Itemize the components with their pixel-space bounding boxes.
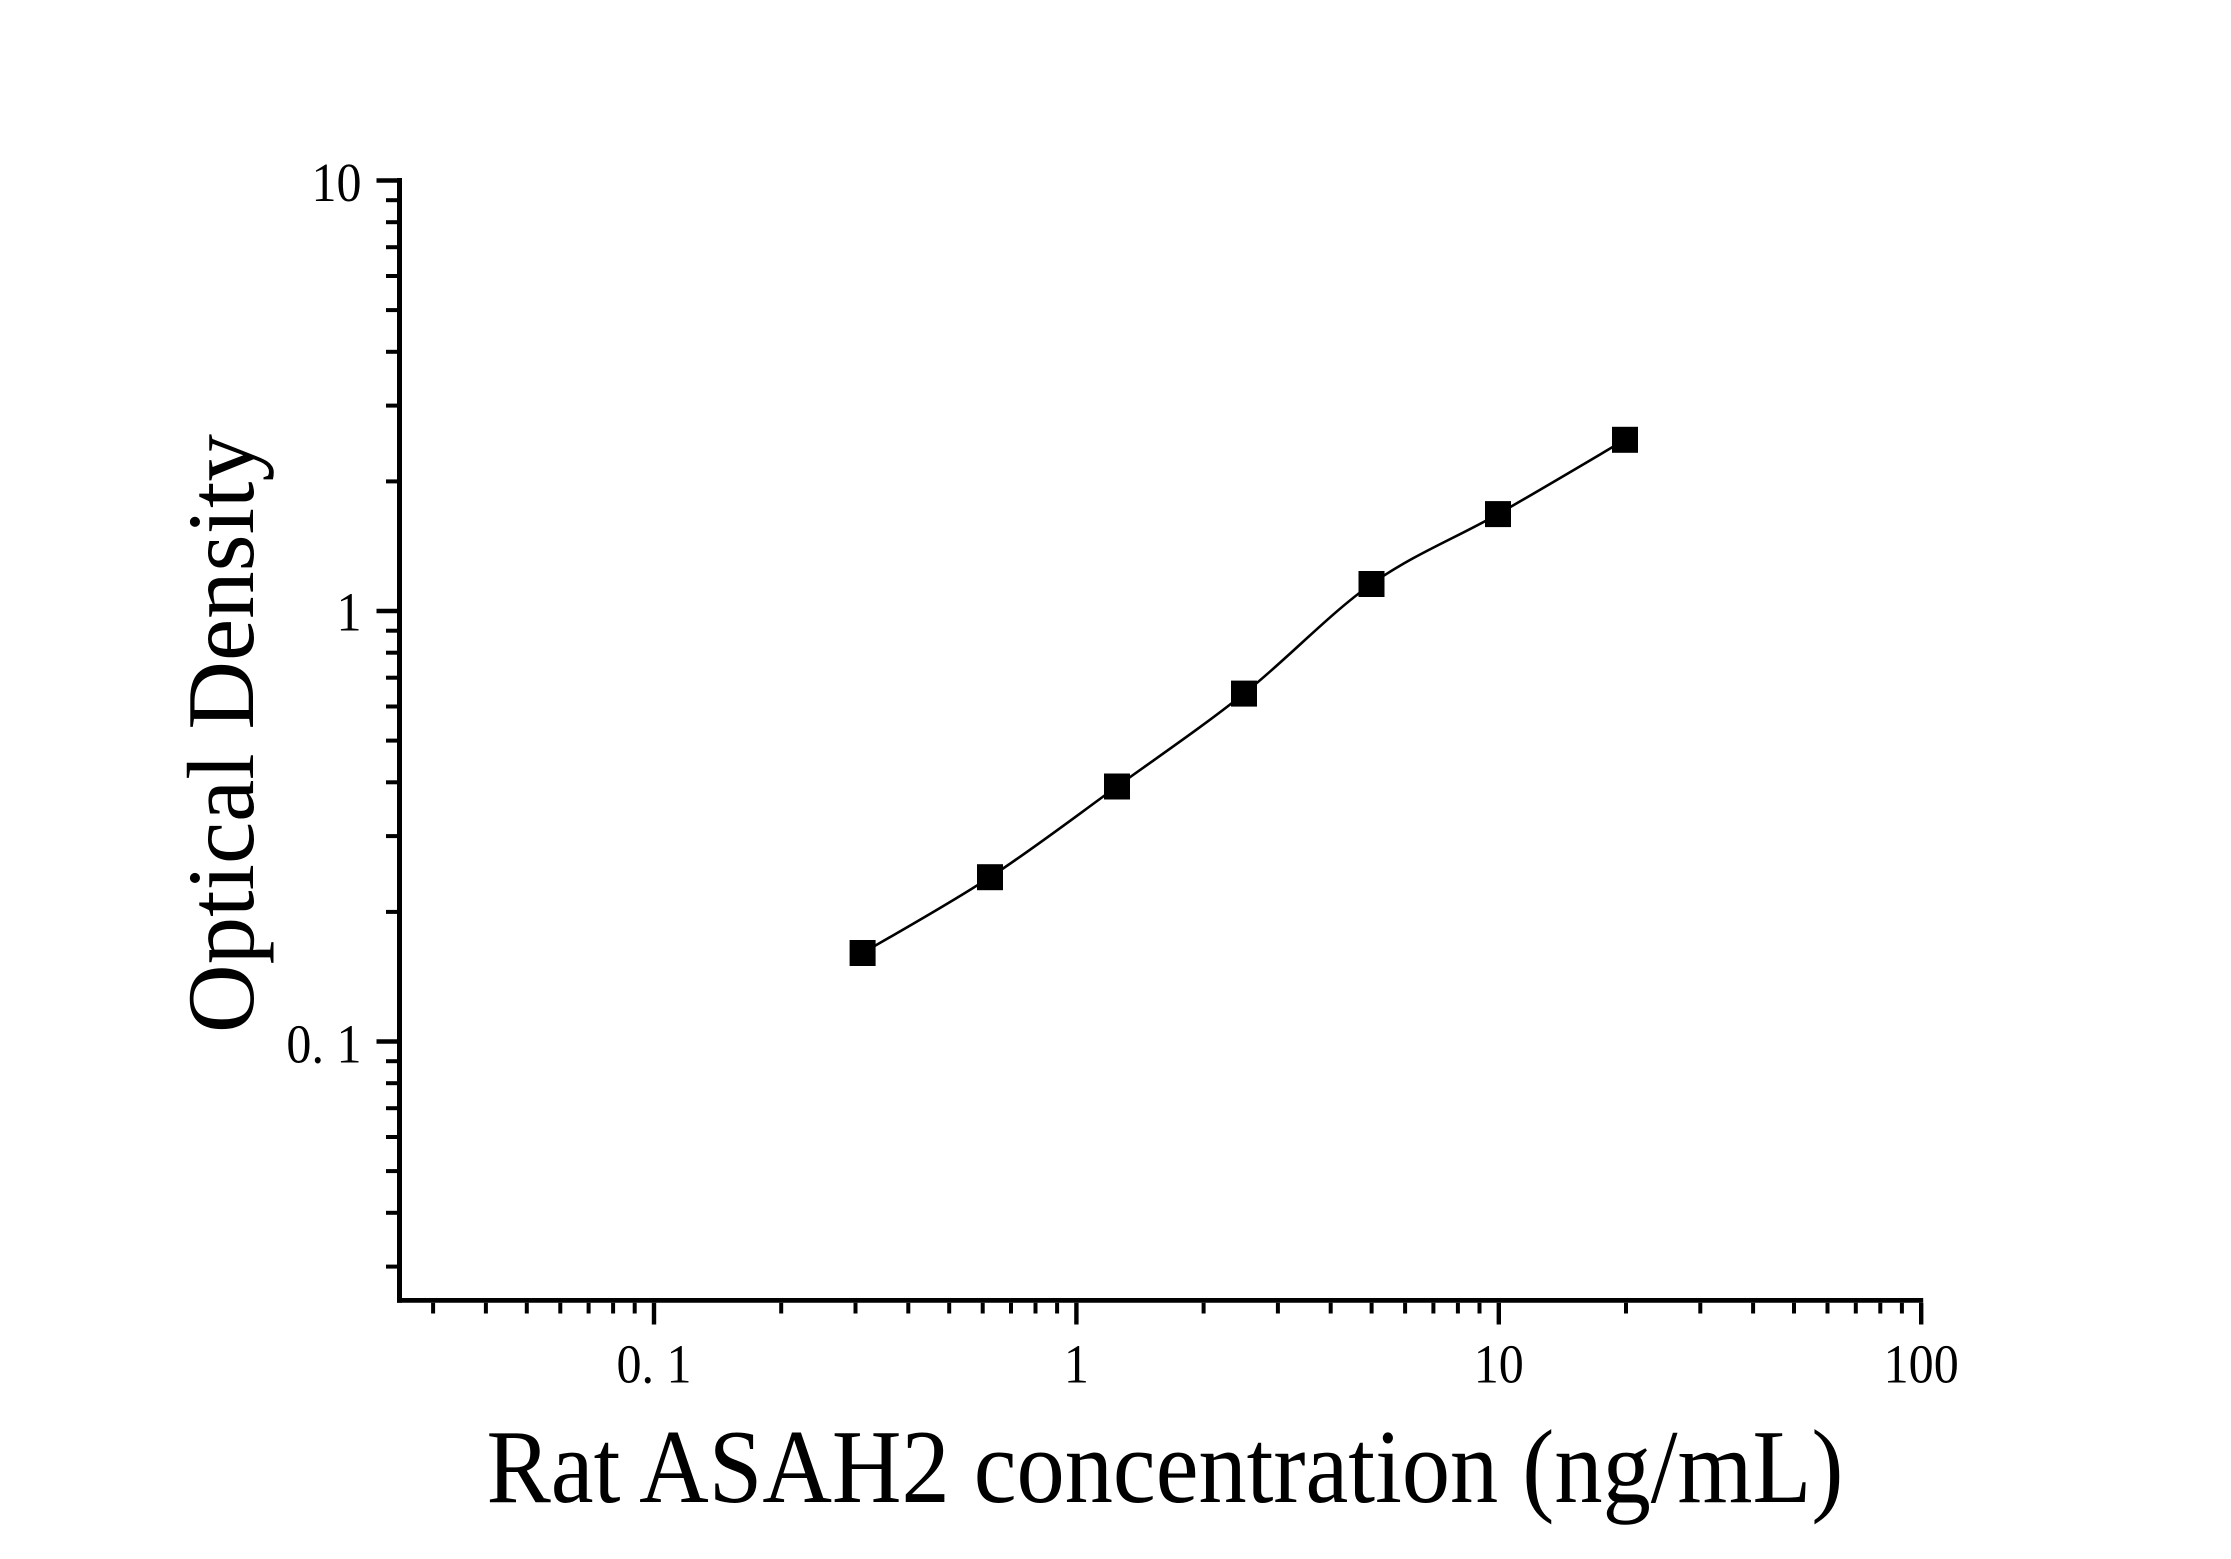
svg-text:Rat ASAH2 concentration (ng/mL: Rat ASAH2 concentration (ng/mL) bbox=[487, 1408, 1844, 1525]
svg-text:1: 1 bbox=[1064, 1334, 1089, 1395]
svg-text:0. 1: 0. 1 bbox=[616, 1334, 691, 1395]
svg-text:Optical Density: Optical Density bbox=[168, 434, 274, 1033]
svg-text:10: 10 bbox=[311, 153, 361, 214]
svg-text:1: 1 bbox=[336, 582, 361, 643]
svg-text:0. 1: 0. 1 bbox=[286, 1014, 361, 1075]
svg-text:10: 10 bbox=[1474, 1334, 1524, 1395]
svg-text:100: 100 bbox=[1884, 1334, 1959, 1395]
